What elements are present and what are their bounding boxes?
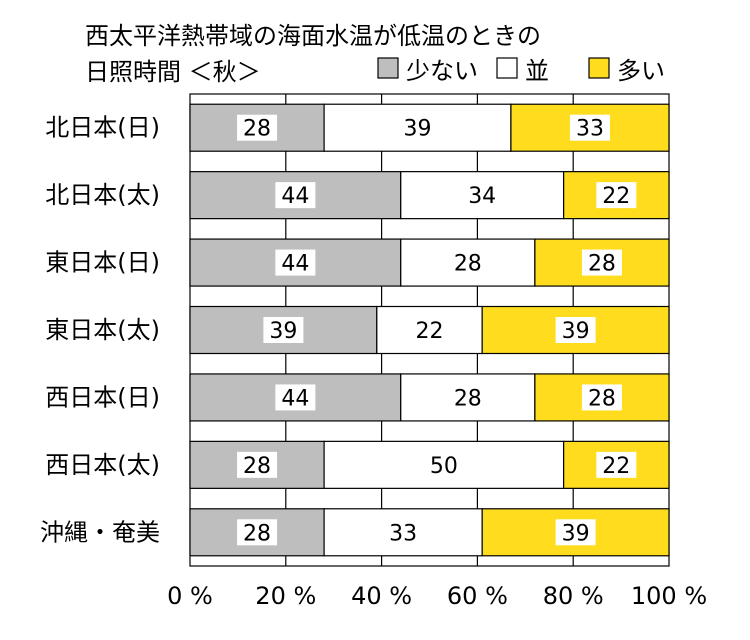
data-label: 39	[562, 521, 590, 546]
chart-title-line1: 西太平洋熱帯域の海面水温が低温のときの	[85, 22, 541, 50]
x-tick-label: 0 %	[167, 582, 213, 610]
data-label-box	[596, 182, 637, 209]
data-label: 28	[588, 252, 616, 277]
data-label: 39	[404, 117, 432, 142]
data-label: 28	[243, 521, 271, 546]
data-label-box	[237, 519, 278, 546]
legend-label: 多い	[617, 57, 665, 85]
data-label-box	[569, 114, 610, 141]
x-tick-label: 80 %	[543, 582, 604, 610]
x-tick-label: 60 %	[447, 582, 508, 610]
data-label-box	[275, 384, 316, 411]
category-label: 沖縄・奄美	[40, 518, 160, 546]
data-label: 33	[389, 521, 417, 546]
data-label: 22	[602, 454, 630, 479]
x-tick-label: 20 %	[255, 582, 316, 610]
data-label: 44	[281, 252, 309, 277]
data-label: 44	[281, 184, 309, 209]
data-label-box	[462, 182, 503, 209]
category-label: 東日本(太)	[45, 316, 160, 344]
category-label: 西日本(太)	[45, 451, 160, 479]
legend-swatch	[496, 57, 518, 79]
x-tick-label: 100 %	[631, 582, 707, 610]
category-label: 北日本(太)	[45, 181, 160, 209]
legend-label: 少ない	[406, 57, 478, 85]
category-label: 北日本(日)	[45, 114, 160, 142]
data-label: 39	[562, 319, 590, 344]
data-label-box	[581, 249, 622, 276]
data-label-box	[275, 182, 316, 209]
data-label: 22	[416, 319, 444, 344]
data-label-box	[581, 384, 622, 411]
data-label-box	[555, 519, 596, 546]
x-axis-tick-labels: 0 % 20 % 40 % 60 % 80 % 100 %	[167, 582, 707, 610]
category-label: 東日本(日)	[45, 249, 160, 277]
legend-swatch	[377, 57, 399, 79]
data-label: 22	[602, 184, 630, 209]
data-label: 28	[454, 386, 482, 411]
bars: 28 39 33 44 34 22 44 28 28 39 22 39 44 28 28 28 50 22 28 33…	[189, 103, 670, 557]
data-label-box	[423, 451, 464, 478]
data-label: 50	[430, 454, 458, 479]
data-label-box	[555, 317, 596, 343]
x-tick-label: 40 %	[351, 582, 412, 610]
data-label: 44	[281, 386, 309, 411]
legend-swatch	[588, 57, 610, 79]
data-label-box	[447, 249, 488, 276]
data-label-box	[237, 451, 278, 478]
data-label-box	[447, 384, 488, 411]
data-label-box	[383, 519, 424, 546]
data-label: 33	[576, 117, 604, 142]
data-label-box	[596, 451, 637, 478]
data-label-box	[237, 114, 278, 141]
data-label: 28	[243, 454, 271, 479]
data-label-box	[275, 249, 316, 276]
data-label: 28	[243, 117, 271, 142]
data-label-box	[397, 114, 438, 141]
data-label-box	[409, 317, 450, 343]
data-label: 28	[454, 252, 482, 277]
data-label-box	[263, 317, 304, 343]
category-labels: 北日本(日) 北日本(太) 東日本(日) 東日本(太) 西日本(日) 西日本(太) 沖縄・奄…	[40, 114, 160, 547]
data-label: 34	[468, 184, 496, 209]
legend-label: 並	[525, 57, 549, 85]
data-label: 39	[269, 319, 297, 344]
data-label: 28	[588, 386, 616, 411]
category-label: 西日本(日)	[45, 383, 160, 411]
legend: 少ない 並 多い	[377, 57, 665, 85]
chart-title-line2: 日照時間 ＜秋＞	[85, 58, 261, 86]
